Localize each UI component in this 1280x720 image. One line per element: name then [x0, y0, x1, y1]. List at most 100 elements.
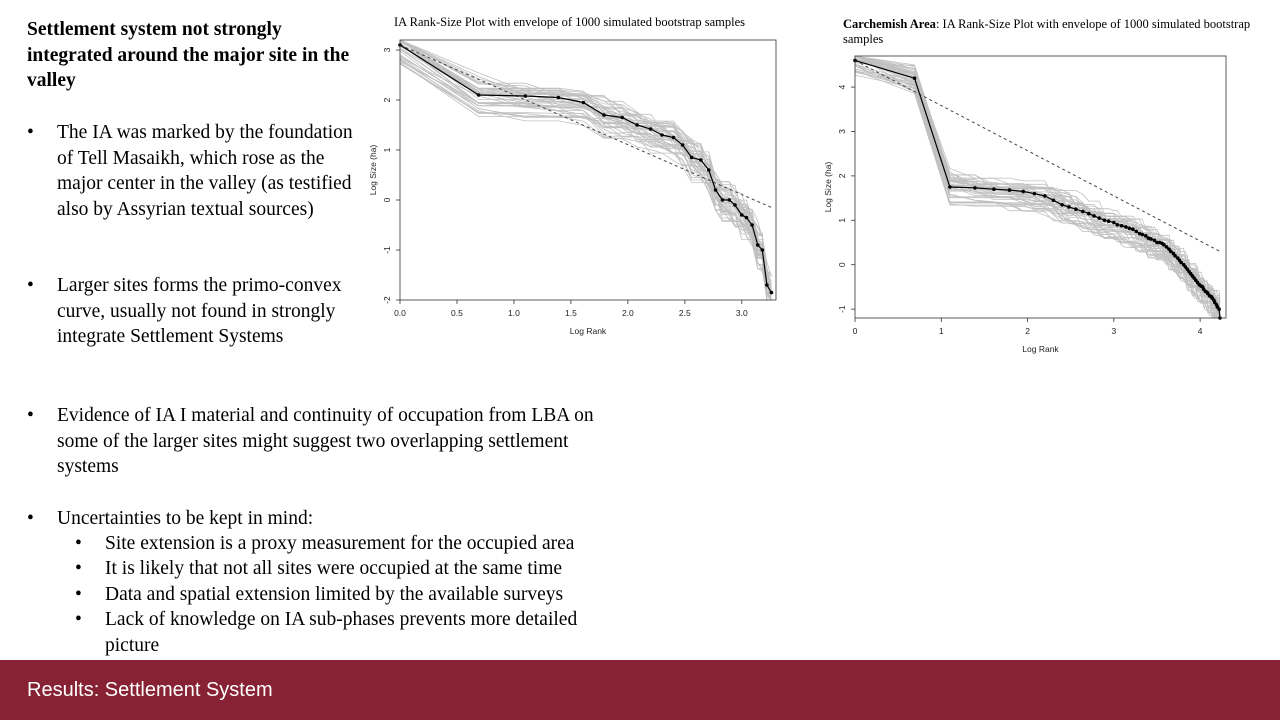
observed-point [769, 290, 774, 295]
x-tick-label: 2.0 [622, 308, 634, 318]
bullet-marker: • [75, 558, 82, 579]
bullet-text: Evidence of IA I material and continuity… [57, 405, 594, 477]
observed-point [1067, 205, 1071, 209]
x-tick-label: 0 [853, 326, 858, 336]
observed-point [1152, 238, 1157, 243]
plot-frame [854, 55, 1227, 319]
envelope-line [399, 39, 772, 301]
bullet-item: • Evidence of IA I material and continui… [27, 403, 627, 480]
observed-point [1162, 242, 1166, 247]
observed-point [1051, 198, 1056, 203]
y-tick-label: 0 [382, 197, 392, 202]
sub-bullet-item: • Lack of knowledge on IA sub-phases pre… [75, 607, 625, 658]
envelope-line [399, 39, 772, 278]
observed-point [1149, 237, 1153, 241]
sub-bullet-text: Data and spatial extension limited by th… [105, 584, 564, 605]
observed-point [733, 203, 737, 207]
footer-title: Results: Settlement System [27, 679, 273, 701]
observed-point [699, 158, 703, 162]
expected-line [854, 59, 1221, 252]
y-tick-label: 3 [837, 129, 847, 134]
observed-point [1074, 207, 1078, 212]
y-tick-label: 2 [837, 173, 847, 178]
observed-point [1043, 194, 1047, 198]
observed-point [713, 188, 718, 192]
envelope-line [854, 55, 1221, 310]
envelope-line [399, 50, 772, 301]
envelope-line [854, 55, 1221, 300]
observed-point [755, 243, 760, 247]
bullet-item: • Uncertainties to be kept in mind: [27, 506, 627, 532]
envelope-line [399, 59, 772, 301]
y-tick-label: 3 [382, 47, 392, 52]
x-tick-label: 1.0 [508, 308, 520, 318]
bullet-marker: • [27, 405, 34, 426]
bullet-marker: • [27, 122, 34, 143]
observed-point [581, 100, 586, 105]
sub-bullet-item: • It is likely that not all sites were o… [75, 556, 625, 582]
envelope-line [399, 42, 772, 301]
x-tick-label: 1.5 [565, 308, 577, 318]
y-axis-label: Log Size (ha) [823, 162, 833, 213]
envelope-line [854, 59, 1220, 312]
sub-bullet-item: • Site extension is a proxy measurement … [75, 531, 625, 557]
observed-point [1087, 211, 1091, 216]
bullet-marker: • [27, 508, 34, 529]
observed-point [1179, 260, 1183, 265]
observed-point [1134, 229, 1139, 234]
observed-point [744, 215, 749, 220]
bullet-text: The IA was marked by the foundation of T… [57, 122, 353, 220]
bullet-marker: • [27, 275, 34, 296]
observed-point [1080, 209, 1085, 214]
observed-point [1217, 307, 1221, 311]
envelope-line [399, 43, 772, 282]
observed-point [1155, 240, 1159, 245]
bullet-item: • Larger sites forms the primo-convex cu… [27, 273, 357, 350]
envelope-line [399, 59, 772, 301]
envelope-line [854, 55, 1221, 305]
observed-point [760, 248, 765, 252]
observed-point [635, 123, 639, 127]
observed-point [992, 187, 996, 192]
bullet-marker: • [75, 533, 82, 554]
y-axis-label: Log Size (ha) [368, 145, 378, 196]
observed-point [1092, 214, 1096, 218]
envelope-line [854, 70, 1220, 319]
observed-point [523, 94, 528, 98]
observed-point [706, 168, 711, 172]
y-tick-label: 2 [382, 97, 392, 102]
rank-size-chart-ia: 0.0 0.5 1.0 1.5 2.0 2.5 3.0 -2 -1 0 1 2 3 Log Rank Log… [368, 39, 777, 336]
bullet-item: • The IA was marked by the foundation of… [27, 120, 357, 222]
chart-2-title-separator: : [935, 17, 943, 31]
observed-point [1124, 225, 1128, 229]
envelope-line [854, 55, 1221, 317]
envelope-line [399, 39, 772, 289]
bullet-text: Uncertainties to be kept in mind: [57, 508, 314, 529]
observed-point [948, 185, 952, 189]
envelope-line [854, 55, 1221, 303]
observed-point [740, 213, 744, 217]
envelope-line [399, 39, 772, 291]
envelope-line [854, 59, 1221, 313]
observed-point [1032, 191, 1037, 196]
envelope-line [399, 62, 772, 301]
y-tick-label: 1 [382, 147, 392, 152]
envelope-line [854, 55, 1221, 318]
observed-point [1140, 232, 1145, 237]
plot-frame [399, 39, 777, 301]
envelope-line [399, 48, 772, 301]
envelope-line [399, 46, 772, 290]
envelope-line [854, 55, 1221, 317]
observed-point [1060, 202, 1064, 207]
observed-point [1127, 226, 1132, 231]
observed-point [1168, 249, 1173, 254]
y-tick-label: -1 [382, 246, 392, 254]
envelope-line [854, 55, 1221, 309]
x-axis-label: Log Rank [570, 326, 607, 336]
y-tick-label: 0 [837, 262, 847, 267]
envelope-line [854, 55, 1221, 312]
observed-point [1112, 220, 1116, 225]
bootstrap-envelope [854, 55, 1221, 319]
observed-point [765, 283, 769, 287]
